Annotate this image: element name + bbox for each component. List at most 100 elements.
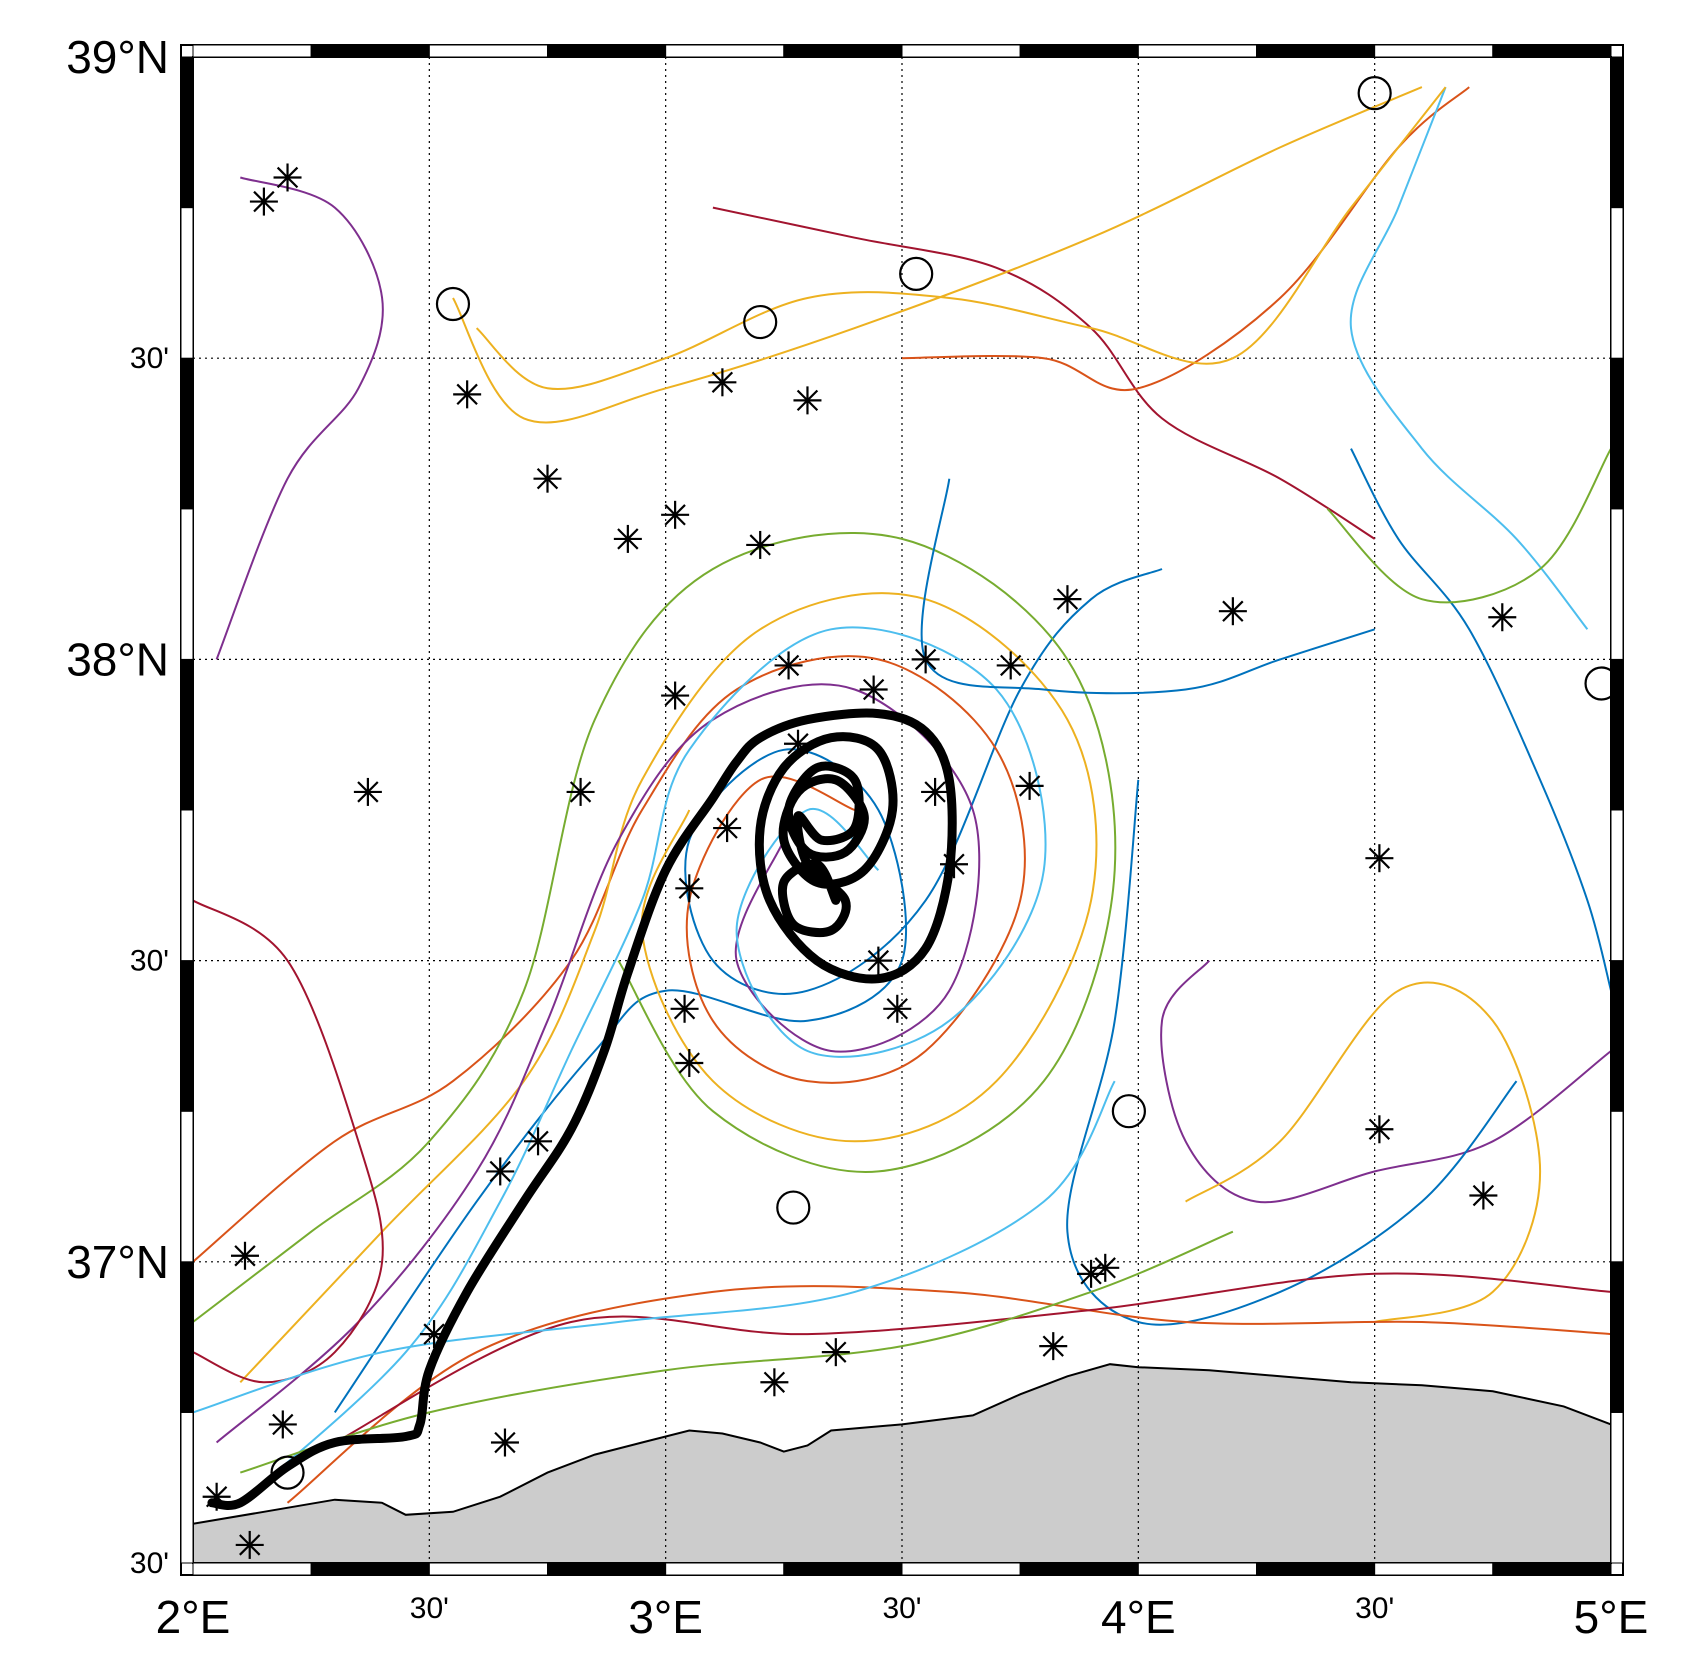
end-asterisk-marker xyxy=(661,681,690,710)
end-asterisk-marker xyxy=(273,163,302,192)
drifter-tracks xyxy=(193,86,1611,1504)
asterisk-stroke xyxy=(527,1130,549,1152)
end-asterisk-marker xyxy=(859,675,888,704)
end-asterisk-marker xyxy=(760,1368,789,1397)
drifter-track xyxy=(193,655,1026,1263)
end-asterisk-marker xyxy=(1365,844,1394,873)
end-asterisk-marker xyxy=(746,530,775,559)
start-asterisk-marker xyxy=(675,1049,704,1078)
asterisk-stroke xyxy=(678,1052,700,1074)
frame-segment xyxy=(1256,1562,1376,1576)
asterisk-stroke xyxy=(862,678,885,701)
start-asterisk-marker xyxy=(249,187,278,216)
start-asterisk-marker xyxy=(661,500,690,529)
lon-tick-label: 30' xyxy=(1355,1592,1394,1625)
frame-segment xyxy=(180,508,194,660)
asterisk-stroke xyxy=(664,684,686,707)
circle-marker xyxy=(1357,76,1392,111)
asterisk-stroke xyxy=(423,1323,445,1345)
drifter-track xyxy=(475,86,1447,391)
frame-segment xyxy=(1374,1562,1494,1576)
drifter-track xyxy=(712,206,1376,540)
markers xyxy=(202,76,1611,1559)
asterisk-stroke xyxy=(943,853,965,875)
asterisk-stroke xyxy=(825,1341,847,1363)
frame-segment xyxy=(180,658,194,811)
end-asterisk-marker xyxy=(202,1482,231,1511)
drifter-track xyxy=(1066,779,1518,1326)
drifter-track xyxy=(452,86,1423,424)
asterisk-stroke xyxy=(1042,1335,1064,1357)
frame-segment xyxy=(547,1562,667,1576)
end-asterisk-marker xyxy=(1365,1115,1394,1144)
end-asterisk-marker xyxy=(670,994,699,1023)
frame-segment xyxy=(428,1562,549,1576)
start-asterisk-marker xyxy=(1218,597,1247,626)
end-asterisk-marker xyxy=(420,1320,449,1349)
asterisk-stroke xyxy=(276,166,299,189)
frame-segment xyxy=(180,809,194,962)
drifter-track xyxy=(1349,86,1589,630)
end-asterisk-marker xyxy=(1053,585,1082,614)
asterisk-stroke xyxy=(914,648,937,671)
frame-segment xyxy=(1019,1562,1139,1576)
frame-segment xyxy=(1610,960,1624,1112)
asterisk-stroke xyxy=(763,1371,786,1393)
end-asterisk-marker xyxy=(996,651,1025,680)
end-asterisk-marker xyxy=(1469,1181,1498,1210)
asterisk-stroke xyxy=(1000,654,1022,677)
lon-tick-label: 4°E xyxy=(1101,1591,1176,1643)
frame-segment xyxy=(901,1562,1021,1576)
drifter-track xyxy=(215,683,981,1444)
end-asterisk-marker xyxy=(713,814,742,843)
frame-segment xyxy=(180,207,194,359)
drifter-track xyxy=(193,1080,1116,1414)
end-asterisk-marker xyxy=(490,1428,519,1457)
drifter-track xyxy=(1185,981,1542,1323)
drifter-track xyxy=(1350,448,1611,991)
circle-marker xyxy=(1111,1094,1146,1129)
end-asterisk-marker xyxy=(1488,603,1517,632)
asterisk-stroke xyxy=(711,371,734,393)
asterisk-stroke xyxy=(234,1245,256,1267)
circle-marker xyxy=(743,304,778,340)
frame-segment xyxy=(1492,1562,1612,1576)
asterisk-stroke xyxy=(787,733,809,755)
asterisk-stroke xyxy=(1094,1257,1116,1279)
land-area xyxy=(193,1363,1611,1563)
drifter-track xyxy=(1160,959,1611,1204)
end-asterisk-marker xyxy=(1039,1332,1068,1361)
frame-segment xyxy=(1610,658,1624,811)
frame-segment xyxy=(1137,44,1258,58)
drifter-track xyxy=(286,1285,1611,1504)
end-asterisk-marker xyxy=(486,1157,515,1186)
start-asterisk-marker xyxy=(453,380,482,409)
asterisk-stroke xyxy=(357,781,379,803)
start-asterisk-marker xyxy=(235,1530,264,1559)
frame-segment xyxy=(180,1110,194,1263)
map-frame xyxy=(180,44,1624,1576)
lon-tick-label: 2°E xyxy=(156,1591,231,1643)
end-asterisk-marker xyxy=(774,651,803,680)
frame-segment xyxy=(180,357,194,510)
lon-tick-label: 3°E xyxy=(628,1591,703,1643)
asterisk-stroke xyxy=(796,389,819,412)
lat-tick-label: 30' xyxy=(130,342,169,375)
asterisk-stroke xyxy=(205,1486,228,1508)
frame-segment xyxy=(783,44,903,58)
circle-marker xyxy=(776,1190,811,1225)
lat-tick-label: 38°N xyxy=(66,633,169,685)
lon-tick-label: 5°E xyxy=(1574,1591,1649,1643)
asterisk-stroke xyxy=(272,1413,294,1436)
circle-marker xyxy=(899,256,934,291)
asterisk-stroke xyxy=(664,504,686,526)
start-asterisk-marker xyxy=(864,946,893,975)
lat-tick-label: 30' xyxy=(130,945,169,978)
frame-segment xyxy=(180,960,194,1112)
land-layer xyxy=(193,1363,1611,1563)
frame-segment xyxy=(665,44,785,58)
asterisk-stroke xyxy=(749,534,771,556)
frame-segment xyxy=(1256,44,1376,58)
end-asterisk-marker xyxy=(821,1338,850,1367)
